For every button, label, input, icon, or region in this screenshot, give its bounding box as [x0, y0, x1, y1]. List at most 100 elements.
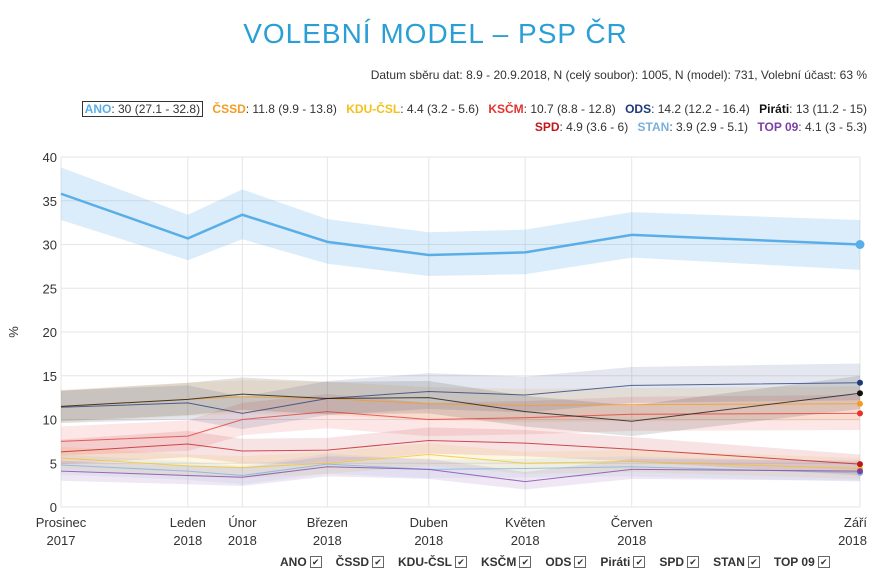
series-line	[60, 192, 861, 257]
chart-subtitle: Datum sběru dat: 8.9 - 20.9.2018, N (cel…	[370, 68, 867, 82]
series-toggle[interactable]: SPD ✔	[659, 555, 700, 569]
legend-entry[interactable]: TOP 09: 4.1 (3 - 5.3)	[757, 120, 867, 134]
series-end-point	[857, 468, 863, 475]
y-tick-label: 5	[50, 456, 57, 471]
series-end-point	[857, 400, 863, 407]
confidence-band	[61, 380, 860, 423]
y-tick-label: 0	[50, 500, 57, 515]
legend-party-result: : 14.2 (12.2 - 16.4)	[651, 102, 750, 116]
checkbox-icon[interactable]: ✔	[687, 556, 700, 568]
y-tick-label: 25	[43, 281, 57, 296]
x-tick-label: 2018	[173, 533, 202, 548]
x-tick-label: 2018	[511, 533, 540, 548]
x-tick-label: Září	[844, 515, 868, 530]
series-toggle-label: Piráti	[600, 555, 631, 569]
confidence-band	[61, 427, 860, 476]
series-toggle-label: SPD	[659, 555, 685, 569]
x-tick-label: 2018	[838, 533, 867, 548]
legend-party-name: ANO	[84, 102, 112, 116]
series-toggle-label: KDU-ČSL	[398, 555, 453, 569]
legend-party-result: : 10.7 (8.8 - 12.8)	[523, 102, 616, 116]
legend-entry[interactable]: Piráti: 13 (11.2 - 15)	[759, 102, 867, 116]
confidence-band	[61, 167, 860, 276]
series-line	[60, 392, 861, 422]
x-tick-label: 2018	[617, 533, 646, 548]
x-tick-label: Březen	[307, 515, 348, 530]
legend-party-name: ČSSD	[212, 102, 246, 116]
series-end-point	[857, 390, 863, 397]
y-axis-label: %	[6, 326, 21, 338]
series-toggle[interactable]: ODS ✔	[545, 555, 587, 569]
legend-entry[interactable]: SPD: 4.9 (3.6 - 6)	[535, 120, 628, 134]
checkbox-icon[interactable]: ✔	[455, 556, 468, 568]
series-toggle[interactable]: ANO ✔	[280, 555, 322, 569]
legend-entry[interactable]: STAN: 3.9 (2.9 - 5.1)	[638, 120, 748, 134]
series-line	[60, 463, 861, 477]
confidence-band	[61, 394, 860, 456]
x-tick-label: 2018	[228, 533, 257, 548]
series-toggle[interactable]: STAN ✔	[713, 555, 760, 569]
confidence-band	[61, 375, 860, 437]
legend-party-result: : 3.9 (2.9 - 5.1)	[669, 120, 749, 134]
series-toggle[interactable]: TOP 09 ✔	[774, 555, 830, 569]
series-toggle-label: ODS	[545, 555, 572, 569]
x-tick-label: 2018	[313, 533, 342, 548]
series-line	[60, 466, 861, 483]
legend-entry[interactable]: KDU-ČSL: 4.4 (3.2 - 5.6)	[346, 102, 479, 116]
y-tick-label: 40	[43, 150, 57, 165]
series-toggle[interactable]: KSČM ✔	[481, 555, 532, 569]
legend-party-name: TOP 09	[757, 120, 799, 134]
legend-party-name: KSČM	[488, 102, 524, 116]
legend-party-result: : 4.1 (3 - 5.3)	[798, 120, 867, 134]
x-tick-label: Duben	[410, 515, 448, 530]
legend-party-name: STAN	[637, 120, 670, 134]
checkbox-icon[interactable]: ✔	[747, 556, 760, 568]
series-toggle-label: TOP 09	[773, 555, 815, 569]
series-line	[60, 411, 861, 442]
x-tick-label: Leden	[170, 515, 206, 530]
checkbox-icon[interactable]: ✔	[633, 556, 646, 568]
series-toggle[interactable]: Piráti ✔	[600, 555, 646, 569]
legend-party-result: : 30 (27.1 - 32.8)	[111, 102, 201, 116]
series-line	[60, 453, 861, 469]
series-toggle-legend: ANO ✔ ČSSD ✔ KDU-ČSL ✔ KSČM ✔ ODS ✔ Piráti ✔ SPD ✔ STA…	[280, 555, 844, 569]
series-toggle-label: KSČM	[481, 555, 517, 569]
series-toggle[interactable]: ČSSD ✔	[335, 555, 385, 569]
x-tick-label: 2018	[414, 533, 443, 548]
series-end-point	[857, 379, 863, 386]
chart-title: VOLEBNÍ MODEL – PSP ČR	[243, 18, 628, 49]
results-legend: ANO: 30 (27.1 - 32.8) ČSSD: 11.8 (9.9 - …	[18, 100, 867, 136]
checkbox-icon[interactable]: ✔	[574, 556, 587, 568]
legend-entry[interactable]: ODS: 14.2 (12.2 - 16.4)	[625, 102, 750, 116]
y-tick-label: 20	[43, 325, 57, 340]
series-end-point	[855, 240, 865, 249]
legend-party-result: : 13 (11.2 - 15)	[789, 102, 867, 116]
series-toggle-label: ČSSD	[335, 555, 370, 569]
legend-party-result: : 4.4 (3.2 - 5.6)	[400, 102, 479, 116]
legend-party-result: : 11.8 (9.9 - 13.8)	[245, 102, 337, 116]
series-toggle[interactable]: KDU-ČSL ✔	[398, 555, 468, 569]
legend-party-name: SPD	[534, 120, 560, 134]
series-end-point	[857, 410, 863, 417]
x-tick-label: Únor	[228, 515, 257, 530]
legend-entry[interactable]: KSČM: 10.7 (8.8 - 12.8)	[488, 102, 615, 116]
legend-entry[interactable]: ANO: 30 (27.1 - 32.8)	[81, 101, 204, 117]
legend-party-name: KDU-ČSL	[346, 102, 401, 116]
y-tick-label: 15	[43, 369, 57, 384]
x-tick-label: 2017	[47, 533, 76, 548]
checkbox-icon[interactable]: ✔	[372, 556, 385, 568]
y-tick-label: 10	[43, 413, 57, 428]
legend-party-result: : 4.9 (3.6 - 6)	[559, 120, 629, 134]
series-toggle-label: ANO	[280, 555, 307, 569]
series-toggle-label: STAN	[713, 555, 745, 569]
series-end-point	[857, 461, 863, 468]
legend-entry[interactable]: ČSSD: 11.8 (9.9 - 13.8)	[212, 102, 337, 116]
checkbox-icon[interactable]: ✔	[817, 556, 830, 568]
checkbox-icon[interactable]: ✔	[519, 556, 532, 568]
series-line	[60, 439, 861, 465]
confidence-band	[61, 363, 860, 430]
series-line	[60, 382, 861, 414]
checkbox-icon[interactable]: ✔	[309, 556, 322, 568]
legend-party-name: ODS	[625, 102, 652, 116]
